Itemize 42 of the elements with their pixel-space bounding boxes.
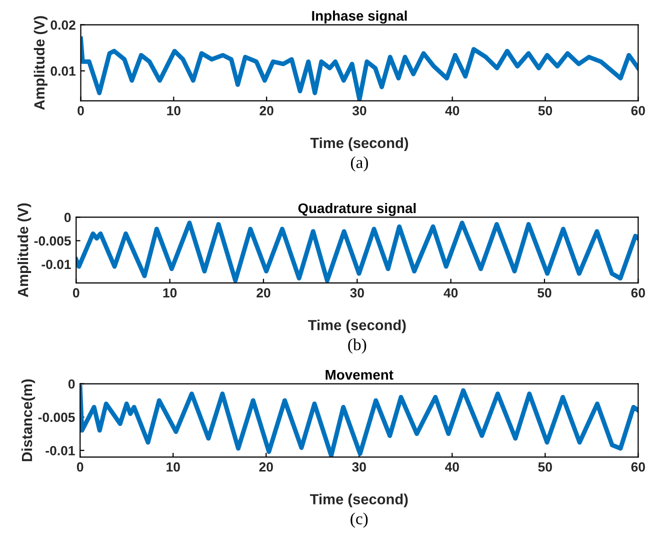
y-tick-label: -0.005 xyxy=(34,236,71,246)
x-tick-label: 50 xyxy=(538,288,552,298)
text: (b) xyxy=(348,338,366,354)
text: (c) xyxy=(350,512,368,528)
x-tick-label: 30 xyxy=(352,106,366,116)
x-axis-title: Time (second) xyxy=(308,320,406,334)
x-tick-label: 30 xyxy=(352,462,366,472)
x-tick-label: 20 xyxy=(259,462,273,472)
x-tick-label: 10 xyxy=(167,106,180,116)
line-series xyxy=(80,384,638,458)
y-tick-label: 0 xyxy=(68,379,75,389)
y-tick-label: -0.01 xyxy=(46,446,75,456)
chart-title: Movement xyxy=(326,370,394,380)
x-tick-label: 40 xyxy=(445,106,460,116)
x-tick-label: 10 xyxy=(163,288,177,298)
x-tick-label: 60 xyxy=(631,462,645,472)
y-tick-label: -0.01 xyxy=(42,260,71,270)
y-tick-label: 0.01 xyxy=(50,66,76,76)
x-tick-label: 60 xyxy=(631,106,645,116)
chart-title: Inphase signal xyxy=(312,10,407,24)
chart-title: Quadrature signal xyxy=(298,202,416,216)
x-tick-label: 40 xyxy=(444,288,458,298)
y-axis-title: Amplitude (V) xyxy=(17,203,32,298)
x-axis-title: Time (second) xyxy=(310,494,408,508)
x-tick-label: 20 xyxy=(256,288,270,298)
x-tick-label: 0 xyxy=(76,462,84,472)
x-tick-label: 60 xyxy=(631,288,645,298)
x-tick-label: 0 xyxy=(78,106,84,116)
line-series xyxy=(76,220,638,283)
y-axis-title: Distance(m) xyxy=(21,379,36,462)
y-tick-label: 0 xyxy=(64,212,71,222)
y-tick-label: 0.02 xyxy=(50,20,76,30)
x-tick-label: 50 xyxy=(538,462,552,472)
x-tick-label: 40 xyxy=(445,462,459,472)
x-axis-title: Time (second) xyxy=(310,137,408,151)
y-tick-label: -0.005 xyxy=(38,412,75,422)
x-tick-label: 30 xyxy=(350,288,364,298)
x-tick-label: 50 xyxy=(538,106,552,116)
text: (a) xyxy=(350,156,368,172)
x-tick-label: 20 xyxy=(260,106,274,116)
x-tick-label: 10 xyxy=(166,462,180,472)
y-axis-title: Amplitude (V) xyxy=(34,16,48,110)
